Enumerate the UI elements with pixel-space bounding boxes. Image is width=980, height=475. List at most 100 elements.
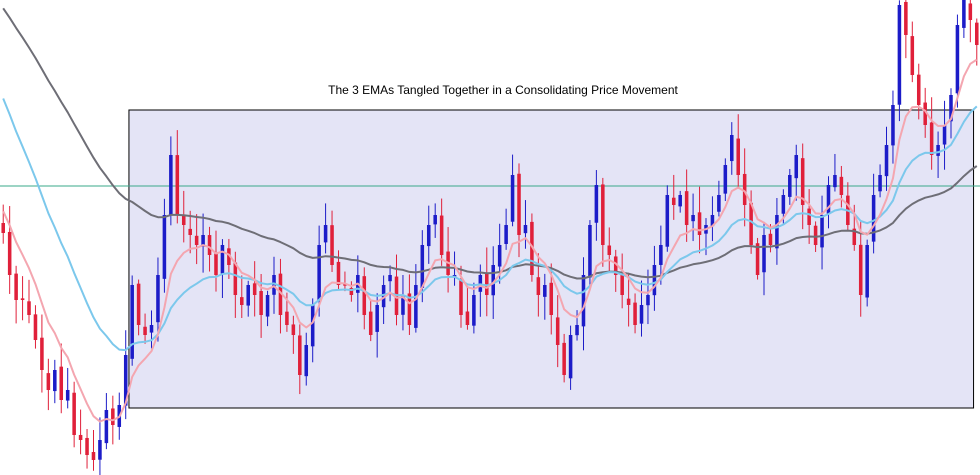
candle-body-43 (278, 273, 283, 315)
candle-body-62 (401, 295, 405, 315)
candle-body-96 (620, 274, 624, 295)
candle-body-22 (143, 326, 147, 335)
candle-body-28 (181, 214, 186, 225)
candle-body-91 (588, 225, 592, 278)
candle-body-66 (426, 225, 431, 247)
candle-body-84 (543, 285, 547, 297)
candle-body-3 (20, 298, 25, 300)
candle-body-98 (633, 302, 637, 325)
candle-body-150 (968, 3, 973, 20)
candle-body-33 (214, 253, 218, 275)
candle-body-60 (388, 275, 392, 282)
candle-body-25 (162, 215, 167, 279)
candle-body-124 (800, 158, 805, 205)
candle-body-128 (826, 185, 831, 214)
candle-body-145 (936, 145, 940, 156)
candle-body-39 (252, 283, 257, 295)
candle-body-140 (904, 1, 908, 35)
candle-body-93 (601, 184, 605, 245)
candle-body-142 (916, 74, 921, 105)
candle-body-19 (123, 355, 128, 406)
candle-body-56 (362, 276, 367, 315)
candle-body-92 (594, 185, 599, 223)
candle-body-106 (684, 191, 689, 225)
candle-body-34 (220, 245, 225, 274)
candle-body-17 (111, 408, 115, 425)
candle-body-146 (942, 125, 947, 145)
candle-body-133 (858, 244, 863, 295)
candle-body-127 (820, 215, 824, 248)
candle-body-59 (381, 285, 386, 308)
candle-body-83 (536, 277, 541, 295)
candle-body-9 (59, 366, 64, 400)
candle-body-134 (865, 245, 869, 298)
candle-body-68 (439, 215, 444, 255)
candle-body-108 (697, 212, 702, 235)
candle-body-85 (549, 282, 554, 315)
candle-body-44 (285, 311, 289, 325)
candle-body-78 (504, 225, 508, 244)
ema-layer (2, 7, 978, 423)
candle-body-102 (659, 245, 663, 265)
candle-body-144 (929, 122, 934, 155)
candle-body-121 (781, 195, 786, 214)
candle-body-103 (665, 195, 670, 247)
candle-body-76 (491, 265, 495, 296)
candle-body-4 (27, 301, 31, 315)
candle-body-2 (14, 273, 18, 300)
candle-body-110 (710, 215, 715, 227)
candle-body-38 (246, 285, 250, 306)
candle-body-138 (891, 105, 895, 146)
candle-body-89 (575, 325, 579, 336)
candle-body-137 (884, 145, 889, 177)
candle-body-72 (465, 311, 470, 325)
candle-body-37 (240, 297, 244, 305)
candle-body-11 (72, 392, 76, 435)
candle-body-139 (897, 5, 902, 105)
candle-body-49 (317, 245, 321, 302)
candle-body-20 (130, 285, 134, 359)
candle-body-129 (833, 175, 837, 188)
candle-body-51 (330, 225, 334, 265)
candle-body-52 (336, 261, 341, 285)
candle-body-29 (188, 228, 192, 235)
candle-body-15 (98, 440, 102, 460)
candle-body-111 (717, 195, 721, 212)
candle-body-70 (452, 275, 457, 277)
candle-body-41 (265, 295, 270, 317)
candle-body-47 (304, 345, 309, 377)
candle-body-143 (923, 102, 927, 125)
candle-body-113 (730, 135, 734, 162)
consolidation-box-layer (128, 109, 975, 409)
candle-body-148 (955, 25, 960, 94)
candle-body-48 (310, 305, 315, 347)
candle-body-45 (291, 324, 296, 335)
candle-body-136 (878, 175, 882, 192)
candle-body-26 (169, 155, 173, 215)
consolidation-box (128, 109, 975, 409)
candle-body-99 (639, 305, 644, 324)
candle-body-58 (375, 305, 379, 332)
ema-slow-line (2, 7, 978, 280)
candle-body-97 (626, 298, 631, 305)
candle-body-36 (233, 262, 238, 295)
candle-body-63 (407, 293, 412, 325)
candle-body-31 (201, 235, 205, 247)
candle-body-101 (652, 265, 657, 296)
candle-body-123 (794, 155, 799, 179)
candle-body-119 (768, 233, 773, 245)
candle-body-130 (839, 176, 844, 195)
candle-body-14 (91, 452, 96, 460)
candle-body-50 (323, 225, 328, 243)
candle-body-8 (53, 370, 57, 392)
candle-body-122 (788, 175, 792, 197)
candle-body-104 (671, 197, 676, 205)
candle-body-46 (298, 335, 302, 375)
candle-body-135 (871, 195, 876, 242)
candle-body-77 (497, 245, 502, 267)
candle-body-27 (175, 155, 180, 215)
candle-body-23 (149, 325, 154, 333)
candle-body-118 (762, 235, 766, 273)
candle-body-13 (85, 437, 89, 455)
candle-body-21 (136, 283, 141, 325)
